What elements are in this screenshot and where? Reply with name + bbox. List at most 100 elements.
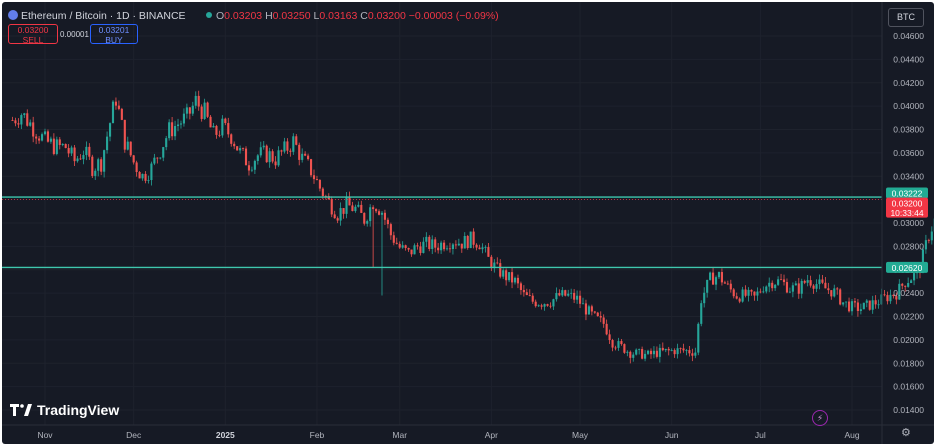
candle-body (171, 122, 174, 137)
candle-body (407, 248, 410, 250)
candle-body (383, 212, 387, 220)
candle-body (138, 172, 141, 179)
x-tick-label: Jul (755, 430, 766, 440)
candle-body (676, 348, 679, 355)
candle-body (380, 212, 384, 215)
candle-body (76, 158, 79, 162)
gear-icon[interactable]: ⚙ (901, 427, 911, 439)
resistance-price-tag-text: 0.03222 (892, 189, 923, 199)
candle-body (404, 245, 407, 249)
candle-body (635, 349, 638, 355)
candle-body (241, 148, 245, 149)
candle-body (661, 347, 664, 351)
candle-body (165, 138, 168, 148)
candle-body (29, 122, 32, 126)
candle-body (410, 249, 413, 255)
candle-body (774, 284, 777, 289)
candle-body (782, 279, 786, 283)
candle-body (428, 236, 431, 249)
candle-body (578, 295, 582, 304)
candle-body (493, 262, 496, 269)
candle-body (596, 312, 599, 317)
candle-body (215, 125, 218, 135)
candle-body (283, 141, 286, 152)
candle-body (259, 147, 262, 156)
current-price-tag-text: 10:33:44 (890, 208, 923, 218)
candle-body (91, 156, 94, 176)
candle-body (602, 317, 605, 324)
candle-body (614, 347, 617, 349)
candle-body (295, 136, 298, 145)
candle-body (558, 293, 561, 296)
candle-body (516, 277, 520, 284)
y-tick-label: 0.03400 (893, 171, 924, 181)
candle-body (812, 285, 815, 289)
candle-body (443, 242, 446, 250)
candle-body (363, 212, 366, 224)
candle-body (147, 180, 150, 181)
candle-body (52, 138, 55, 154)
candle-body (339, 208, 342, 221)
sell-button[interactable]: 0.03200 SELL (8, 24, 58, 44)
candle-body (336, 218, 339, 221)
candle-body (765, 286, 768, 292)
candle-body (132, 155, 135, 163)
candle-body (58, 139, 61, 145)
candle-body (895, 296, 898, 300)
candle-body (853, 301, 857, 303)
lightning-icon[interactable]: ⚡ (812, 410, 828, 426)
candle-body (709, 272, 712, 280)
candle-body (877, 304, 880, 306)
candle-body (301, 153, 304, 160)
candle-body (664, 348, 667, 351)
candle-body (732, 289, 735, 297)
ohlc-readout: O0.03203 H0.03250 L0.03163 C0.03200 −0.0… (206, 10, 499, 22)
candle-body (726, 283, 729, 285)
y-tick-label: 0.03000 (893, 218, 924, 228)
x-tick-label: 2025 (216, 430, 235, 440)
candle-body (697, 323, 700, 353)
candle-body (434, 239, 437, 248)
candle-body (253, 160, 256, 170)
candle-body (292, 136, 295, 152)
candle-body (168, 122, 171, 139)
candle-body (126, 141, 129, 150)
candle-body (206, 102, 209, 117)
candle-body (703, 292, 706, 304)
candle-body (729, 283, 732, 290)
candle-body (463, 235, 466, 249)
currency-button[interactable]: BTC (888, 8, 924, 27)
candle-body (82, 155, 85, 160)
candle-body (723, 282, 726, 284)
candle-body (304, 153, 307, 156)
candle-body (111, 101, 115, 124)
candle-body (466, 235, 469, 249)
y-tick-label: 0.02400 (893, 288, 924, 298)
candle-body (162, 147, 165, 158)
candle-body (824, 282, 827, 289)
candle-body (892, 294, 895, 297)
support-price-tag-text: 0.02620 (892, 263, 923, 273)
candle-body (546, 304, 549, 306)
candle-body (32, 122, 35, 137)
candle-body (753, 291, 756, 296)
buy-button[interactable]: 0.03201 BUY (90, 24, 138, 44)
x-tick-label: Jun (665, 430, 679, 440)
candle-body (768, 282, 771, 287)
candle-body (856, 302, 859, 312)
candle-body (499, 263, 502, 277)
candle-body (73, 147, 76, 162)
tradingview-logo[interactable]: TradingView (10, 402, 119, 418)
candle-body (218, 134, 221, 136)
symbol-header[interactable]: Ethereum / Bitcoin · 1D · BINANCE (8, 10, 186, 22)
candle-body (747, 289, 750, 296)
candle-body (351, 205, 354, 212)
open-value: 0.03203 (224, 10, 263, 22)
candle-body (842, 302, 845, 305)
candle-body (655, 350, 658, 357)
candle-body (735, 296, 738, 299)
candle-body (599, 316, 602, 318)
change-value: −0.00003 (−0.09%) (408, 10, 499, 22)
candle-body (785, 282, 789, 293)
